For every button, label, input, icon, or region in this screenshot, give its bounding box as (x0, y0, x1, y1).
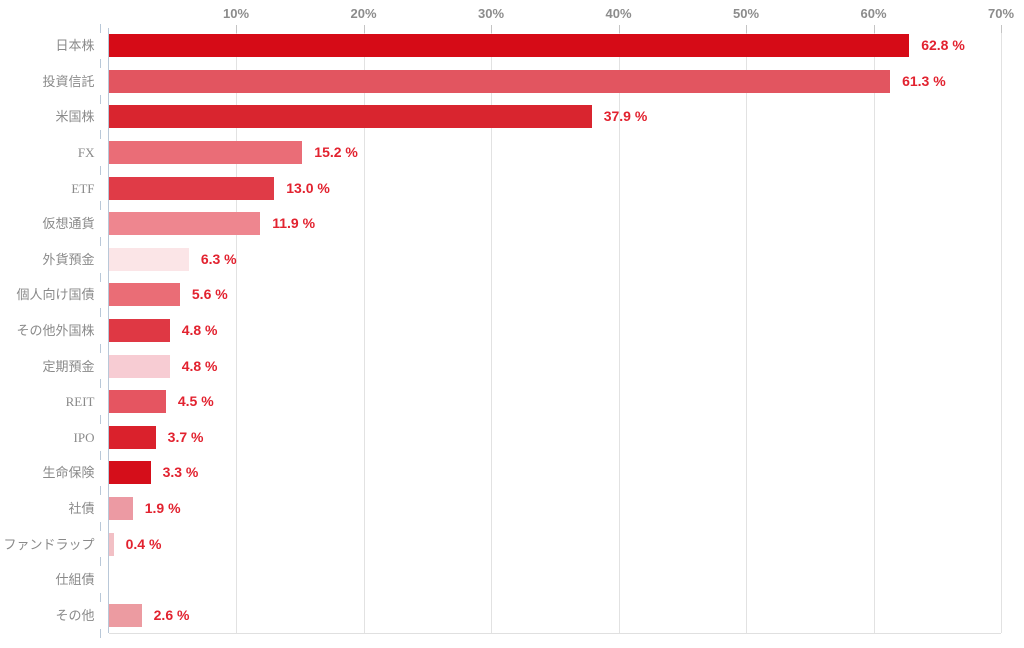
x-axis-tick-label: 40% (605, 6, 632, 21)
y-axis-tick (99, 521, 101, 531)
y-axis-tick (99, 130, 101, 140)
value-label: 4.8 % (181, 357, 218, 374)
axis-tick (618, 25, 620, 33)
y-axis-tick (99, 237, 101, 247)
y-axis-tick (99, 414, 101, 424)
gridline (746, 28, 747, 633)
x-axis-tick-label: 30% (477, 6, 505, 21)
y-axis-tick (99, 592, 101, 602)
bar (108, 141, 303, 165)
category-label: 日本株 (55, 38, 95, 54)
y-axis-tick (99, 165, 101, 175)
gridline (363, 28, 365, 633)
x-axis-tick-label: 10% (222, 6, 250, 21)
bar (108, 390, 166, 414)
gridline (618, 28, 620, 633)
y-axis-tick (99, 486, 101, 496)
value-label: 62.8 % (921, 37, 965, 54)
y-axis-tick (99, 628, 101, 638)
value-label: 37.9 % (603, 108, 648, 125)
y-axis-tick (99, 557, 101, 567)
value-label: 1.9 % (144, 499, 181, 516)
value-label: 3.3 % (162, 464, 199, 481)
axis-tick (1001, 25, 1002, 33)
value-label: 4.5 % (177, 393, 214, 410)
category-label: 外貨預金 (42, 251, 95, 267)
axis-tick (363, 25, 365, 33)
category-label: 個人向け国債 (16, 287, 95, 303)
bar (108, 603, 142, 627)
bar (108, 319, 170, 342)
bar (108, 34, 910, 58)
axis-tick (746, 25, 747, 33)
category-label: 仕組債 (55, 572, 95, 588)
category-label: その他 (55, 607, 95, 623)
value-label: 3.7 % (167, 428, 204, 445)
x-axis-tick-label: 50% (732, 6, 760, 21)
bar (108, 425, 156, 449)
axis-tick (236, 25, 237, 33)
category-label: ファンドラップ (3, 536, 95, 552)
x-axis-tick-label: 70% (987, 6, 1015, 21)
category-label: FX (77, 145, 95, 161)
bar (108, 176, 275, 200)
bar (108, 212, 261, 236)
category-label: 定期預金 (42, 358, 95, 374)
category-label: その他外国株 (16, 323, 95, 338)
y-axis-tick (99, 450, 101, 460)
category-label: REIT (65, 394, 95, 410)
x-axis-tick-label: 20% (350, 6, 377, 21)
value-label: 2.6 % (153, 606, 190, 623)
category-label: ETF (71, 180, 95, 196)
y-axis-tick (99, 308, 101, 318)
value-label: 13.0 % (286, 179, 330, 196)
bar (108, 105, 592, 129)
y-axis-tick (99, 343, 101, 353)
y-axis-tick (99, 94, 101, 104)
y-axis-tick (99, 201, 101, 211)
bar (108, 496, 133, 520)
bar (108, 247, 189, 271)
category-label: 投資信託 (42, 73, 95, 89)
y-axis-line (107, 28, 109, 633)
bar (108, 354, 170, 378)
bar (108, 69, 891, 93)
axis-tick (873, 25, 875, 33)
value-label: 5.6 % (191, 286, 228, 303)
y-axis-tick (99, 379, 101, 389)
value-label: 0.4 % (125, 535, 162, 552)
value-label: 15.2 % (314, 144, 358, 161)
category-label: 米国株 (55, 109, 95, 125)
value-label: 11.9 % (272, 215, 316, 232)
plot-bottom-border (108, 633, 1001, 634)
axis-tick (491, 25, 492, 33)
y-axis-tick (99, 272, 101, 282)
category-label: 仮想通貨 (42, 216, 95, 232)
gridline (873, 28, 875, 633)
y-axis-tick (99, 23, 101, 33)
bar (108, 461, 151, 485)
y-axis-tick (99, 59, 101, 69)
category-label: 社債 (68, 500, 95, 516)
value-label: 4.8 % (181, 322, 218, 338)
x-axis-tick-label: 60% (860, 6, 887, 21)
value-label: 61.3 % (902, 72, 946, 89)
category-label: IPO (73, 429, 95, 445)
bar (108, 283, 180, 307)
bar (108, 532, 114, 556)
gridline (236, 28, 237, 633)
category-label: 生命保険 (42, 465, 95, 481)
gridline (491, 28, 492, 633)
value-label: 6.3 % (200, 250, 237, 267)
gridline (1001, 28, 1002, 633)
